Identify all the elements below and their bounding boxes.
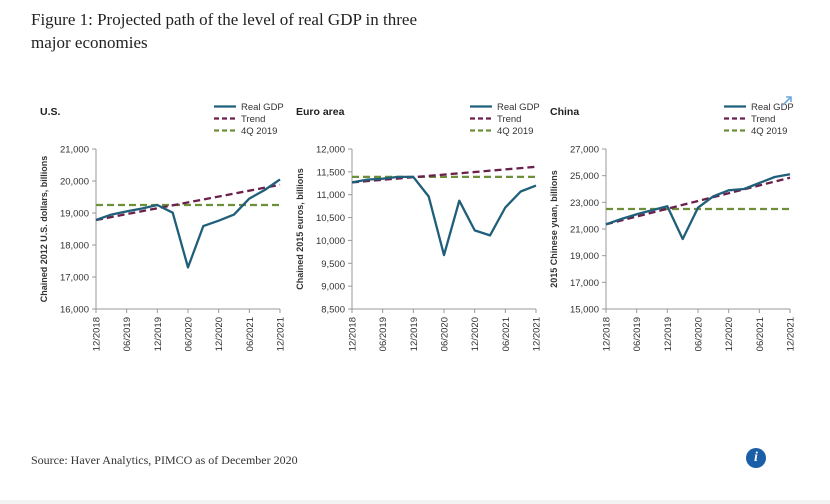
x-tick-label: 12/2018 <box>348 317 359 351</box>
legend-label: Trend <box>751 114 775 125</box>
y-tick-label: 19,000 <box>60 209 89 220</box>
y-tick-label: 23,000 <box>570 198 599 209</box>
y-axis-label: 2015 Chinese yuan, billions <box>549 170 559 288</box>
legend-label: 4Q 2019 <box>241 126 277 137</box>
legend-label: 4Q 2019 <box>497 126 533 137</box>
info-icon[interactable]: i <box>746 448 766 468</box>
panel-title: U.S. <box>40 106 61 118</box>
x-tick-label: 12/2019 <box>409 317 420 351</box>
x-tick-label: 12/2021 <box>276 317 287 351</box>
y-tick-label: 11,500 <box>317 167 345 178</box>
y-tick-label: 25,000 <box>570 171 599 182</box>
x-tick-label: 12/2020 <box>470 317 481 351</box>
x-tick-label: 06/2021 <box>501 317 512 351</box>
y-axis-label: Chained 2012 U.S. dollars, billions <box>39 156 49 303</box>
y-tick-label: 16,000 <box>60 305 89 316</box>
y-tick-label: 19,000 <box>570 251 599 262</box>
legend-label: Real GDP <box>241 102 284 113</box>
x-tick-label: 06/2019 <box>632 317 643 351</box>
x-tick-label: 06/2021 <box>755 317 766 351</box>
y-tick-label: 21,000 <box>570 225 599 236</box>
y-tick-label: 18,000 <box>60 241 89 252</box>
y-axis-label: Chained 2015 euros, billions <box>295 168 305 290</box>
x-tick-label: 12/2019 <box>663 317 674 351</box>
y-tick-label: 17,000 <box>570 278 599 289</box>
y-tick-label: 12,000 <box>316 145 345 156</box>
legend-label: 4Q 2019 <box>751 126 787 137</box>
divider <box>0 500 830 504</box>
y-tick-label: 10,000 <box>316 236 345 247</box>
legend-label: Trend <box>241 114 265 125</box>
x-tick-label: 12/2020 <box>724 317 735 351</box>
series-line-trend <box>351 165 537 184</box>
x-tick-label: 12/2019 <box>153 317 164 351</box>
x-tick-label: 06/2021 <box>245 317 256 351</box>
series-line-real-gdp <box>605 173 791 241</box>
series-line-real-gdp <box>351 175 537 257</box>
x-tick-label: 12/2021 <box>532 317 543 351</box>
y-tick-label: 17,000 <box>60 273 89 284</box>
x-tick-label: 06/2020 <box>184 317 195 351</box>
expand-icon[interactable] <box>780 94 794 108</box>
y-tick-label: 15,000 <box>570 305 599 316</box>
x-tick-label: 06/2019 <box>122 317 133 351</box>
legend-label: Trend <box>497 114 521 125</box>
legend-label: Real GDP <box>751 102 794 113</box>
panel-title: China <box>550 106 579 118</box>
y-tick-label: 9,500 <box>321 259 345 270</box>
panel-title: Euro area <box>296 106 345 118</box>
x-tick-label: 12/2018 <box>92 317 103 351</box>
x-tick-label: 06/2019 <box>378 317 389 351</box>
x-tick-label: 12/2021 <box>786 317 797 351</box>
x-tick-label: 06/2020 <box>440 317 451 351</box>
y-tick-label: 27,000 <box>570 145 599 156</box>
y-tick-label: 11,000 <box>317 190 345 201</box>
series-line-real-gdp <box>95 178 281 269</box>
x-tick-label: 12/2018 <box>602 317 613 351</box>
series-line-trend <box>605 176 791 226</box>
y-tick-label: 21,000 <box>60 145 89 156</box>
y-tick-label: 8,500 <box>321 305 345 316</box>
x-tick-label: 12/2020 <box>214 317 225 351</box>
y-tick-label: 9,000 <box>321 282 345 293</box>
legend-label: Real GDP <box>497 102 540 113</box>
y-tick-label: 10,500 <box>316 213 345 224</box>
source-note: Source: Haver Analytics, PIMCO as of Dec… <box>31 453 298 467</box>
series-line-trend <box>95 183 281 222</box>
x-tick-label: 06/2020 <box>694 317 705 351</box>
figure-title: Figure 1: Projected path of the level of… <box>31 10 418 52</box>
y-tick-label: 20,000 <box>60 177 89 188</box>
